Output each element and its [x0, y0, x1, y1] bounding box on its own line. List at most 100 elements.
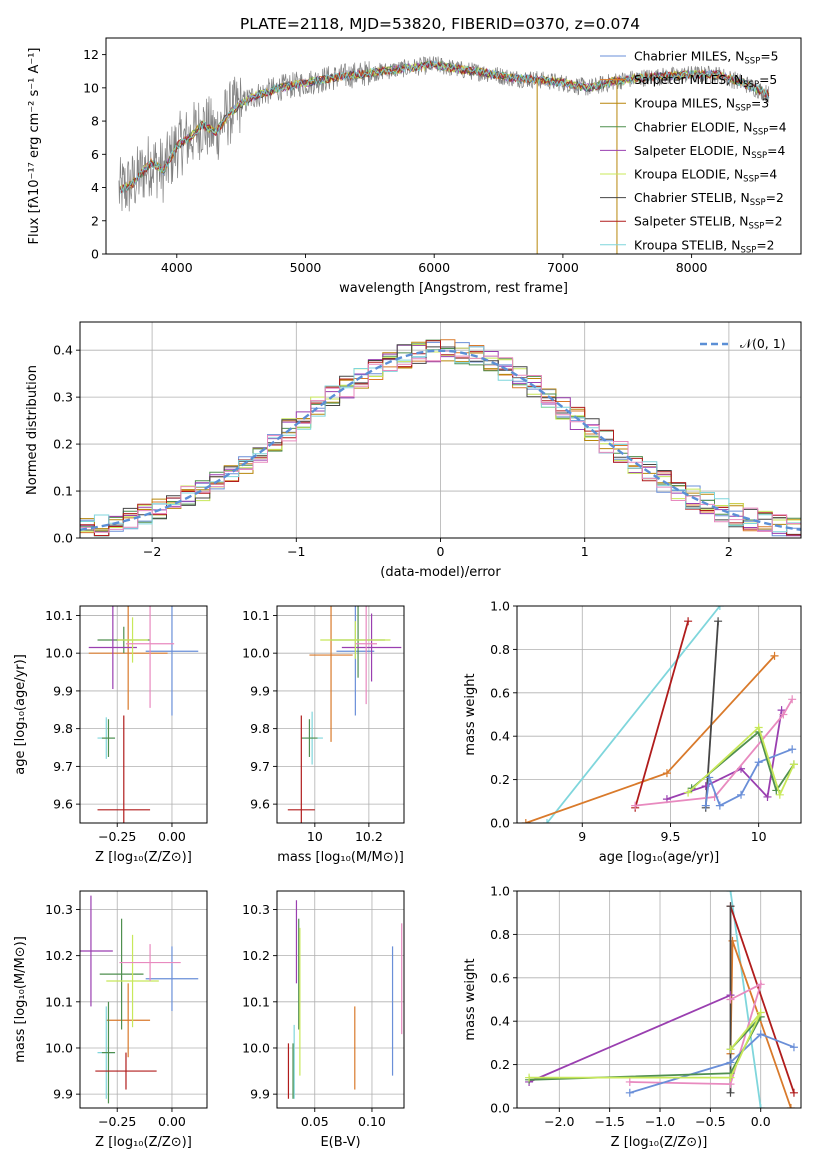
y-tick-label: 10.1 [242, 994, 270, 1009]
mass_vs_ebv-panel: 0.05 0.10 9.9 10.0 10.1 10.2 10.3 E(B-V) [242, 890, 405, 1150]
x-tick-label: 0.05 [301, 1114, 329, 1129]
weight-marker [715, 606, 724, 610]
age_vs_z-grid [80, 606, 207, 823]
weight-marker [701, 801, 710, 810]
weight-marker [788, 695, 797, 704]
weight-series [521, 651, 779, 823]
x-axis-label: Z [log₁₀(Z/Z⊙)] [95, 850, 192, 865]
weight_vs_age-panel: 9 9.5 10 0.0 0.2 0.4 0.6 0.8 1.0 age [log₁₀(age/y… [463, 599, 802, 865]
weight-marker [756, 1104, 765, 1108]
age_vs_z-axes: −0.25 0.00 9.6 9.7 9.8 9.9 10.0 10.1 Z [log₁₀(Z/… [13, 605, 208, 865]
y-tick-label: 0.0 [53, 531, 73, 546]
errorbar-point [80, 895, 113, 1007]
weight-series-line [729, 905, 795, 1094]
x-tick-label: 10.2 [355, 829, 383, 844]
weight-marker [754, 723, 763, 732]
legend-tail: =4 [768, 120, 786, 134]
weight-series-line [704, 621, 719, 808]
legend-tail: =5 [759, 73, 777, 87]
weight_vs_z-plot-area [525, 891, 798, 1108]
y-tick-label: 9.6 [53, 797, 73, 812]
weight-marker [662, 769, 671, 778]
weight-series [525, 1012, 765, 1084]
y-tick-label: 1.0 [490, 599, 510, 614]
errorbar-point [309, 606, 353, 742]
legend-entry: Kroupa STELIB, NSSP=2 [634, 238, 775, 255]
y-tick-label: 0.0 [490, 816, 510, 831]
legend-entry: Salpeter ELODIE, NSSP=4 [634, 144, 785, 161]
mass_vs_ebv-plot-area [287, 900, 403, 1099]
age_vs_mass-grid [277, 606, 404, 823]
weight-marker [756, 980, 765, 989]
weight-series [684, 723, 798, 799]
weight-series [542, 606, 724, 823]
weight_vs_z-frame [516, 890, 802, 1109]
errorbar-point [97, 715, 151, 823]
weight-marker [770, 651, 779, 660]
mass_vs_z-plot-area [80, 895, 199, 1104]
figure-title: PLATE=2118, MJD=53820, FIBERID=0370, z=0… [240, 15, 640, 33]
errorbar-point [101, 719, 116, 757]
age_vs_mass-frame [276, 605, 405, 824]
errorbar-point [88, 606, 168, 710]
y-tick-label: 10.1 [45, 608, 73, 623]
y-tick-label: 4 [91, 180, 99, 195]
legend-tail: =4 [759, 168, 777, 182]
age_vs_z-frame [79, 605, 208, 824]
weight-marker [786, 1104, 795, 1108]
weight-marker [726, 995, 735, 1004]
weight-marker [737, 790, 746, 799]
weight-series [726, 891, 765, 1108]
weight-marker [525, 1073, 534, 1082]
errorbar-point [88, 606, 137, 690]
weight-series-line [529, 1011, 762, 1079]
residual-histogram [80, 340, 801, 536]
residuals-plot-area [80, 339, 801, 537]
mass_vs_z-frame [79, 890, 208, 1109]
y-tick-label: 0.4 [490, 729, 510, 744]
y-tick-label: 10.0 [45, 1040, 73, 1055]
x-tick-label: 7000 [547, 260, 579, 275]
weight-marker [763, 792, 772, 801]
y-tick-label: 10.1 [45, 994, 73, 1009]
y-tick-label: 0.8 [490, 927, 510, 942]
legend-tail: =5 [760, 50, 778, 64]
residual-histogram [80, 350, 801, 533]
y-axis-label: Normed distribution [25, 365, 40, 495]
y-tick-label: 0.0 [490, 1101, 510, 1116]
weight-series [625, 1030, 798, 1097]
y-tick-label: 0.1 [53, 484, 73, 499]
y-tick-label: 0.2 [490, 772, 510, 787]
legend-tail: =2 [756, 238, 774, 252]
mass_vs_z-grid [80, 891, 207, 1108]
residuals-axes: −2 −1 0 1 2 0.0 0.1 0.2 0.3 0.4 (data-model)/error… [25, 321, 802, 580]
y-tick-label: 0.2 [490, 1057, 510, 1072]
x-tick-label: −2.0 [544, 1114, 574, 1129]
spectrum-panel: 4000 5000 6000 7000 8000 0 2 4 6 8 10 12 wavelength … [27, 37, 802, 296]
x-tick-label: 9 [578, 829, 586, 844]
errorbar-point [99, 918, 144, 1030]
x-axis-label: Z [log₁₀(Z/Z⊙)] [95, 1135, 192, 1150]
errorbar-point [145, 946, 199, 1012]
y-tick-label: 0.4 [53, 343, 73, 358]
mass_vs_ebv-frame [276, 890, 405, 1109]
y-tick-label: 9.8 [250, 721, 270, 736]
legend-subscript: SSP [740, 245, 756, 255]
legend-entry: Salpeter STELIB, NSSP=2 [634, 215, 783, 232]
x-axis-label: Z [log₁₀(Z/Z⊙)] [611, 1135, 708, 1150]
weight-series-line [525, 655, 776, 823]
x-tick-label: 4000 [161, 260, 193, 275]
y-tick-label: 0.8 [490, 642, 510, 657]
y-tick-label: 9.7 [53, 759, 73, 774]
spectrum-frame [105, 37, 802, 255]
weight-marker [789, 1043, 798, 1052]
weight-marker [726, 902, 735, 911]
y-tick-label: 9.6 [250, 797, 270, 812]
weight_vs_age-axes: 9 9.5 10 0.0 0.2 0.4 0.6 0.8 1.0 age [log₁₀(age/y… [463, 599, 802, 865]
errorbar-point [320, 621, 391, 659]
legend-subscript: SSP [749, 222, 765, 232]
y-axis-label: mass weight [463, 958, 478, 1040]
weight-marker [542, 819, 551, 823]
y-tick-label: 9.7 [250, 759, 270, 774]
